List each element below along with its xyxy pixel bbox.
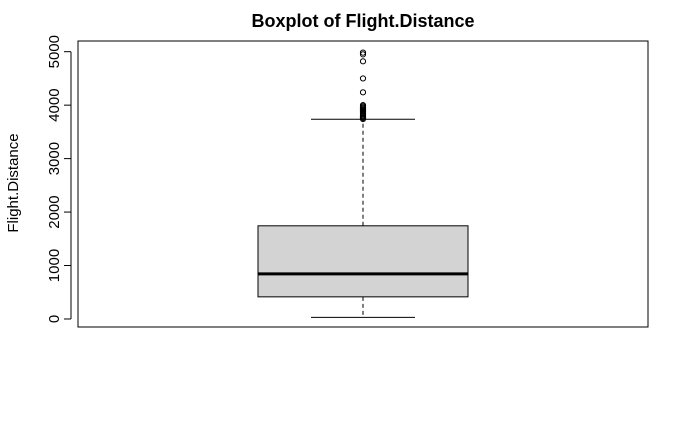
- y-axis-label: Flight.Distance: [5, 133, 22, 232]
- y-tick-label: 4000: [46, 88, 63, 121]
- outlier-point: [359, 58, 367, 65]
- plot-frame: [77, 40, 649, 328]
- y-tick-label: 5000: [46, 35, 63, 68]
- outlier-point: [359, 89, 367, 96]
- outlier-point: [359, 102, 367, 109]
- outlier-point: [359, 49, 367, 56]
- chart-title: Boxplot of Flight.Distance: [252, 11, 475, 31]
- y-axis: 0 1000 2000 3000 4000 5000: [46, 35, 72, 323]
- outlier-point: [359, 51, 367, 58]
- y-tick-label: 2000: [46, 195, 63, 228]
- y-tick-label: 0: [46, 315, 63, 323]
- box-group: [257, 118, 469, 318]
- outlier-point: [359, 75, 367, 82]
- y-tick-label: 1000: [46, 249, 63, 282]
- outlier-group: [359, 49, 367, 123]
- box-iqr: [257, 225, 469, 298]
- y-tick-label: 3000: [46, 142, 63, 175]
